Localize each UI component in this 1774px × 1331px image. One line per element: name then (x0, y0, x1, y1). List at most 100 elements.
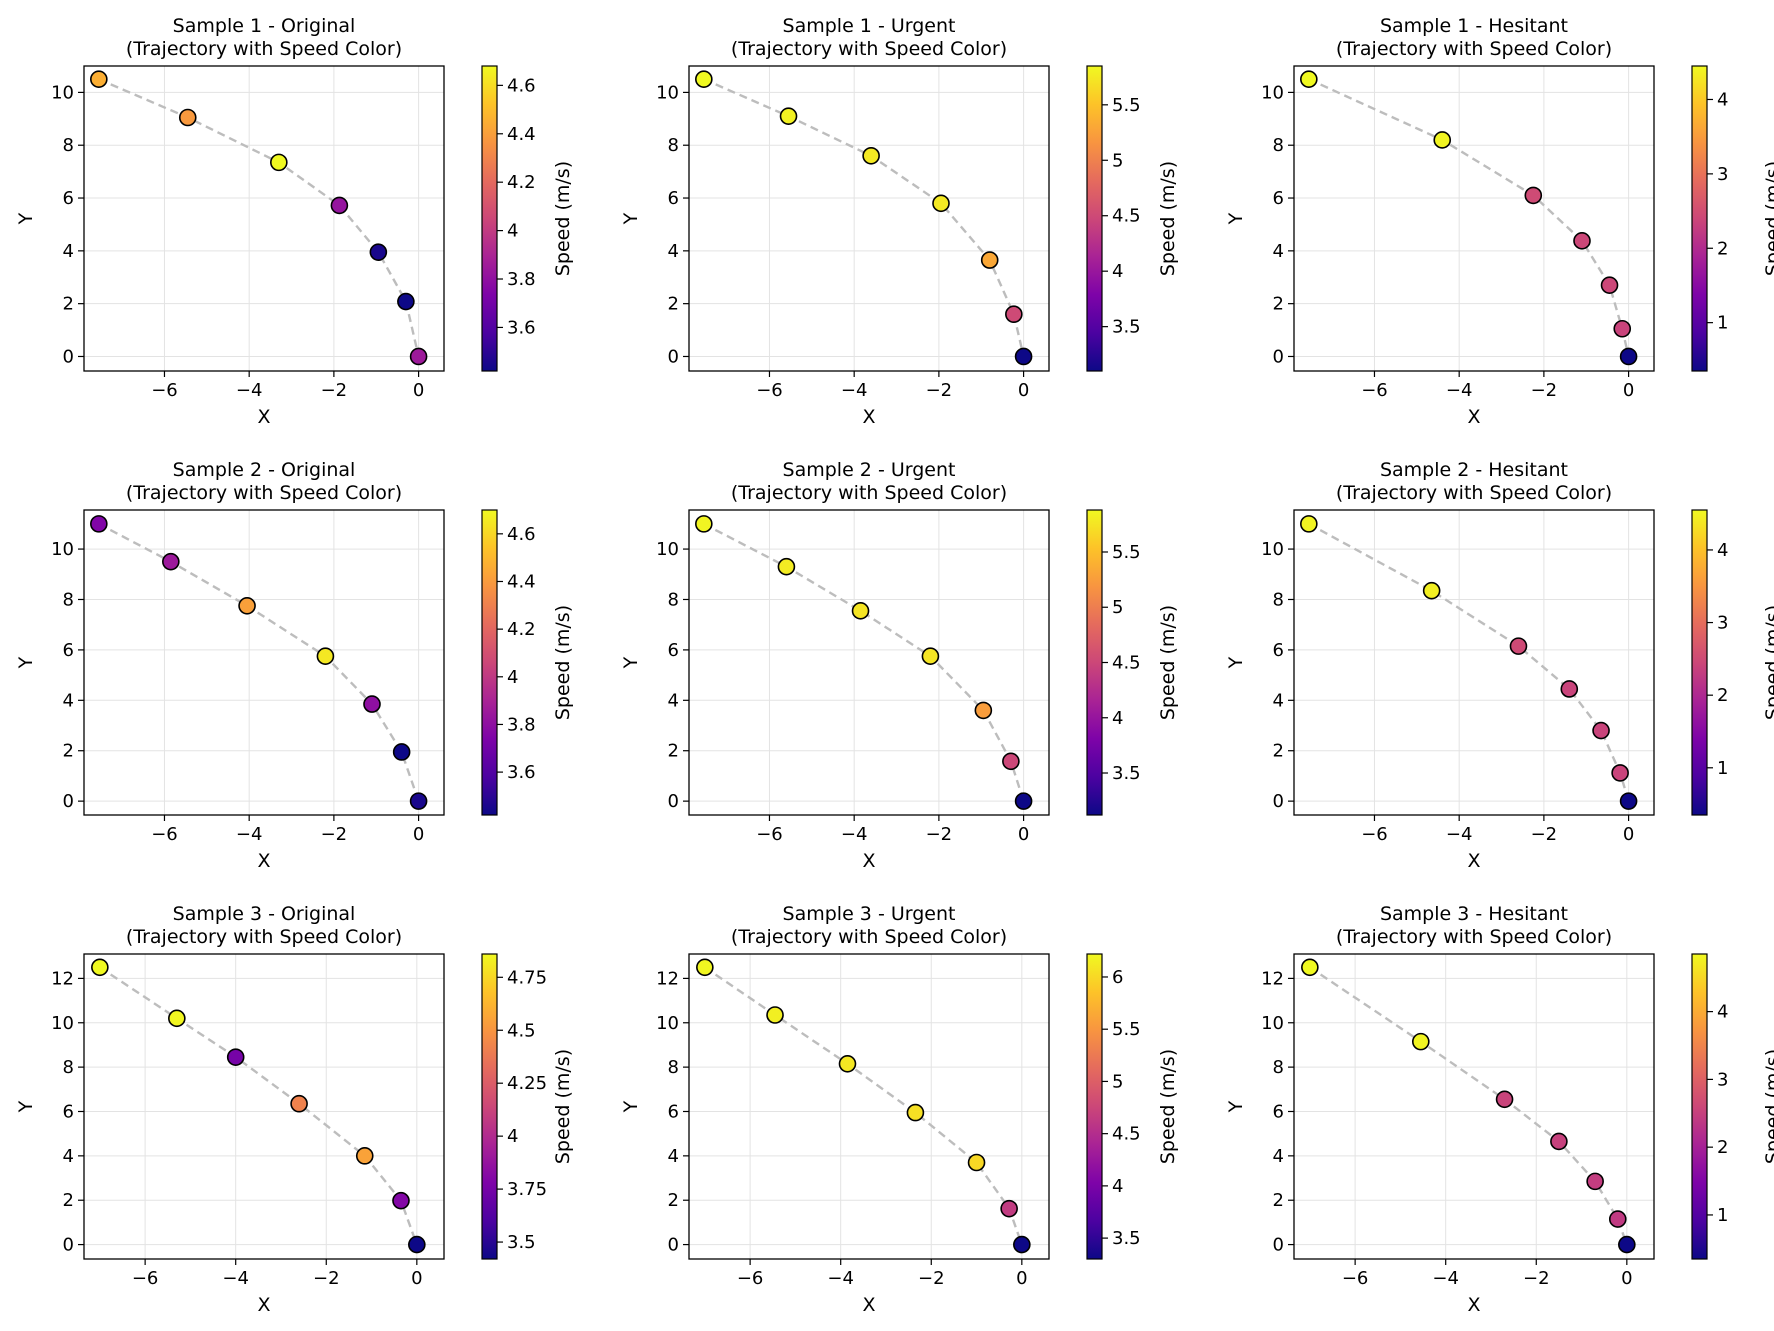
trajectory-point (1300, 515, 1318, 533)
y-tick-label: 0 (668, 791, 679, 812)
y-tick-label: 12 (656, 968, 679, 989)
x-axis-label: X (1467, 850, 1480, 872)
y-tick-label: 4 (668, 690, 679, 711)
x-tick-label: −2 (313, 1268, 340, 1289)
x-tick-label: −6 (151, 824, 178, 845)
subplot-subtitle: (Trajectory with Speed Color) (1336, 926, 1612, 948)
x-axis-label: X (862, 1294, 875, 1316)
colorbar-label: Speed (m/s) (1157, 605, 1179, 720)
subplot-title: Sample 2 - Hesitant (1380, 459, 1568, 481)
y-tick-label: 6 (668, 188, 679, 209)
y-axis-label: Y (620, 212, 642, 225)
colorbar-tick-label: 4.5 (1112, 1124, 1141, 1145)
trajectory-point (1495, 1090, 1514, 1109)
colorbar-tick-label: 4 (1717, 540, 1728, 561)
colorbar-tick-label: 3.75 (507, 1179, 547, 1200)
colorbar-frame (1086, 65, 1103, 372)
x-tick-label: −2 (926, 380, 953, 401)
subplot-subtitle: (Trajectory with Speed Color) (126, 482, 402, 504)
colorbar (1087, 954, 1102, 1259)
colorbar-tick-label: 4 (1112, 1176, 1123, 1197)
y-axis-label: Y (620, 1100, 642, 1113)
subplot-8: −6 −4 −2 0 0 2 4 6 8 10 12 Sample 3 - Urgent(Trajec… (620, 903, 1179, 1316)
y-tick-label: 0 (63, 346, 74, 367)
trajectory-point (1524, 186, 1543, 205)
trajectory-point (162, 552, 180, 571)
colorbar-tick-label: 4.5 (507, 1020, 536, 1041)
trajectory-point (980, 251, 999, 269)
trajectory-point (1573, 232, 1591, 250)
colorbar-tick-label: 4 (1112, 261, 1123, 282)
x-tick-label: 0 (413, 380, 424, 401)
colorbar (1692, 510, 1707, 815)
colorbar-tick-label: 4 (507, 221, 518, 242)
colorbar-frame (1086, 953, 1103, 1260)
y-tick-label: 10 (51, 82, 74, 103)
colorbar-tick-label: 4 (1112, 708, 1123, 729)
colorbar-frame (1691, 65, 1708, 372)
x-tick-label: 0 (413, 824, 424, 845)
y-tick-label: 2 (668, 1190, 679, 1211)
x-tick-label: −4 (1432, 1268, 1459, 1289)
x-tick-label: −4 (841, 824, 868, 845)
x-tick-label: −2 (321, 824, 348, 845)
colorbar (1087, 510, 1102, 815)
subplot-title: Sample 1 - Hesitant (1380, 15, 1568, 37)
trajectory-point (397, 292, 415, 311)
axes-frame (83, 509, 445, 816)
y-tick-label: 2 (1273, 1190, 1284, 1211)
subplot-1: −6 −4 −2 0 0 2 4 6 8 10 Sample 1 - Original(Trajec… (15, 15, 574, 428)
x-tick-label: −6 (151, 380, 178, 401)
x-tick-label: 0 (1016, 1268, 1027, 1289)
x-tick-label: 0 (411, 1268, 422, 1289)
colorbar-label: Speed (m/s) (552, 161, 574, 276)
trajectory-point (369, 243, 388, 261)
subplot-title: Sample 1 - Urgent (783, 15, 956, 37)
colorbar-tick-label: 4.25 (507, 1073, 547, 1094)
colorbar-frame (1691, 509, 1708, 816)
colorbar-tick-label: 4 (507, 667, 518, 688)
y-tick-label: 2 (668, 294, 679, 315)
colorbar (482, 954, 497, 1259)
colorbar-tick-label: 4.6 (507, 524, 536, 545)
colorbar-tick-label: 3.8 (507, 714, 536, 735)
trajectory-point (290, 1094, 308, 1113)
y-tick-label: 0 (1273, 346, 1284, 367)
y-tick-label: 0 (1273, 1235, 1284, 1256)
y-tick-label: 10 (51, 539, 74, 560)
colorbar-tick-label: 3.6 (507, 762, 536, 783)
trajectory-point (1014, 347, 1033, 366)
y-tick-label: 8 (668, 589, 679, 610)
y-tick-label: 8 (1273, 1057, 1284, 1078)
trajectory-point (1301, 958, 1319, 977)
trajectory-point (921, 647, 940, 665)
subplot-subtitle: (Trajectory with Speed Color) (731, 38, 1007, 60)
plot-area (689, 66, 1049, 371)
colorbar-tick-label: 2 (1717, 238, 1728, 259)
axes-frame (688, 953, 1050, 1260)
colorbar-label: Speed (m/s) (1157, 161, 1179, 276)
colorbar-tick-label: 4.5 (1112, 206, 1141, 227)
y-tick-label: 10 (1261, 1013, 1284, 1034)
y-tick-label: 10 (1261, 82, 1284, 103)
trajectory-point (1619, 347, 1638, 366)
trajectory-point (906, 1103, 925, 1122)
colorbar (482, 510, 497, 815)
trajectory-point (777, 557, 796, 576)
subplot-title: Sample 2 - Original (173, 459, 356, 481)
x-tick-label: −4 (236, 380, 263, 401)
colorbar-tick-label: 5.5 (1112, 542, 1141, 563)
trajectory-point (1592, 721, 1610, 740)
colorbar-frame (481, 509, 498, 816)
colorbar-tick-label: 5 (1112, 150, 1123, 171)
x-tick-label: 0 (1623, 824, 1634, 845)
trajectory-point (392, 743, 411, 761)
colorbar-tick-label: 4 (507, 1126, 518, 1147)
trajectory-point (967, 1153, 986, 1172)
x-axis-label: X (862, 406, 875, 428)
subplot-subtitle: (Trajectory with Speed Color) (731, 926, 1007, 948)
colorbar-tick-label: 4.5 (1112, 653, 1141, 674)
x-axis-label: X (257, 1294, 270, 1316)
y-tick-label: 10 (1261, 539, 1284, 560)
